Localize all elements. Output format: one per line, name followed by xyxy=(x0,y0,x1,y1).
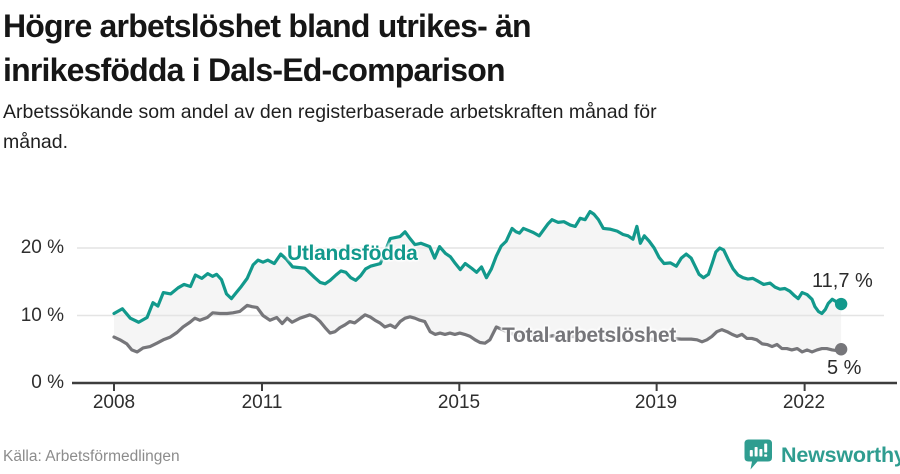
x-axis-tick-label-2015: 2015 xyxy=(437,392,481,413)
series-end-dot-0 xyxy=(834,297,848,311)
page-title: Högre arbetslöshet bland utrikes- än inri… xyxy=(3,4,883,92)
y-axis-tick-label-20: 20 % xyxy=(20,237,64,258)
brand-name: Newsworthy xyxy=(781,443,900,467)
title-line-1: Högre arbetslöshet bland utrikes- än xyxy=(3,8,532,44)
x-axis-tick-label-2011: 2011 xyxy=(241,392,283,413)
subtitle-line-2: månad. xyxy=(3,131,69,153)
series-line-1 xyxy=(112,303,843,354)
x-axis-tick-label-2008: 2008 xyxy=(92,392,136,413)
y-axis-tick-label-0: 0 % xyxy=(31,372,64,393)
newsworthy-icon xyxy=(744,439,772,470)
x-axis-tick-label-2022: 2022 xyxy=(782,392,826,413)
series-label-total-arbetsloshet: Total arbetslöshet xyxy=(502,324,676,347)
series-end-dot-1 xyxy=(834,343,848,356)
series-line-0 xyxy=(112,209,843,324)
source-note: Källa: Arbetsförmedlingen xyxy=(3,448,180,465)
fill-between-series xyxy=(114,211,842,352)
chart-subtitle: Arbetssökande som andel av den registerb… xyxy=(3,97,883,157)
newsworthy-logo-link[interactable]: Newsworthy xyxy=(744,439,900,471)
subtitle-line-1: Arbetssökande som andel av den registerb… xyxy=(3,101,657,123)
title-line-2: inrikesfödda i Dals-Ed-comparison xyxy=(3,52,506,88)
series-label-utlandsfodda: Utlandsfödda xyxy=(287,242,418,265)
y-axis-tick-label-10: 10 % xyxy=(20,305,64,326)
x-axis-tick-label-2019: 2019 xyxy=(634,392,678,413)
end-value-label-total: 5 % xyxy=(827,357,862,379)
end-value-label-utlandsfodda: 11,7 % xyxy=(812,270,873,292)
